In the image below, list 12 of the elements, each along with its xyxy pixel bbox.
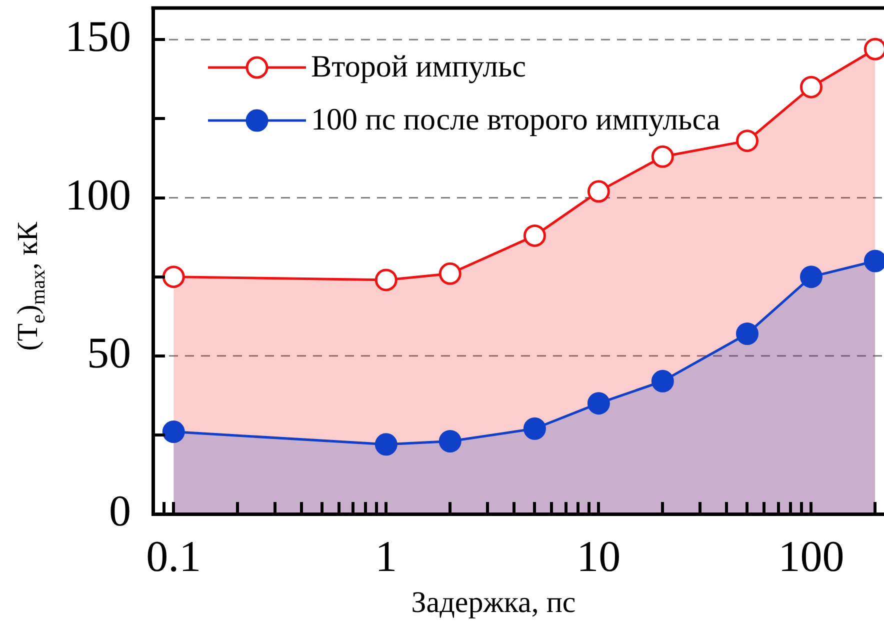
y-tick-label: 50: [87, 328, 131, 378]
x-tick-label: 10: [576, 532, 621, 581]
y-tick-label: 0: [109, 486, 131, 536]
x-tick-label: 100: [778, 532, 844, 581]
x-axis-title: Задержка, пс: [411, 586, 576, 619]
y-tick-label: 100: [65, 170, 131, 220]
y-tick-label: 150: [65, 12, 131, 62]
legend-label: Второй импульс: [311, 48, 526, 84]
x-tick-label: 0.1: [146, 532, 202, 581]
legend-label: 100 пс после второго импульса: [311, 102, 720, 137]
x-tick-label: 1: [375, 532, 398, 581]
y-axis-title: (Te)max, кК: [12, 221, 50, 351]
